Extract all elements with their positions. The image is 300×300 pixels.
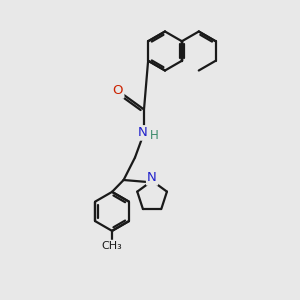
- Text: H: H: [150, 129, 159, 142]
- Text: CH₃: CH₃: [102, 241, 122, 251]
- Text: N: N: [138, 126, 147, 140]
- Text: N: N: [147, 171, 157, 184]
- Text: O: O: [113, 84, 123, 98]
